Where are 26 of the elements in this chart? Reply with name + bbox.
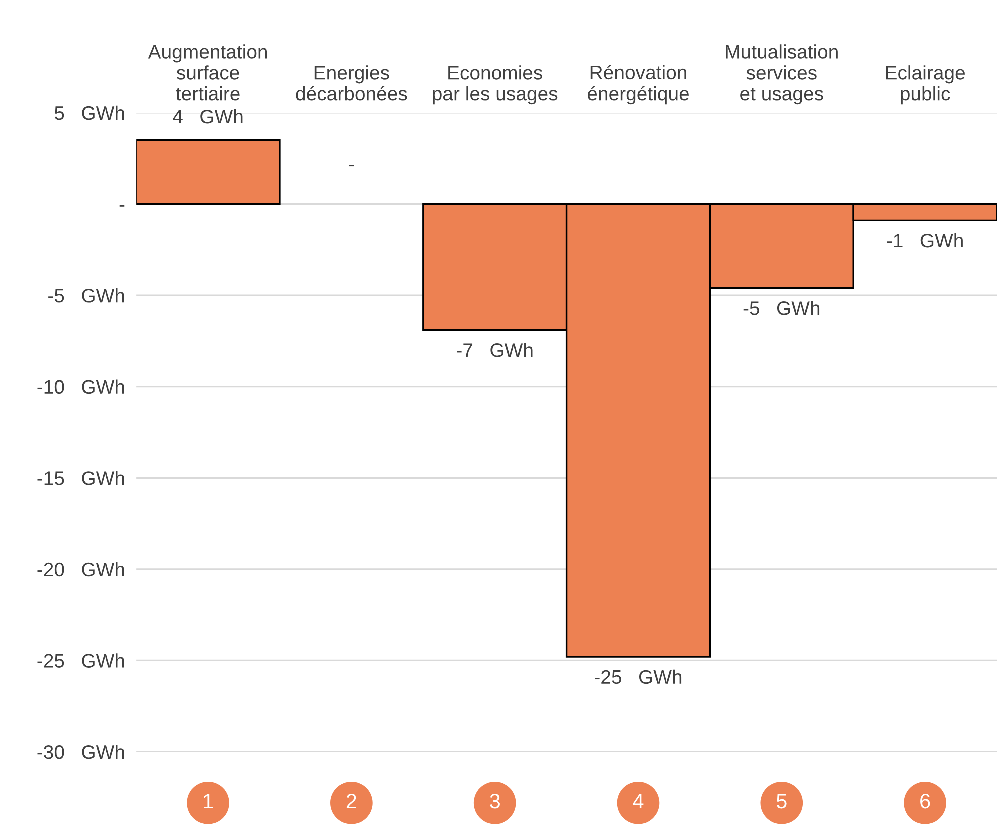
x-tick-label: Mutualisation services et usages xyxy=(726,44,838,105)
text: 5 xyxy=(776,794,787,809)
text: 1 xyxy=(204,794,214,808)
y-tick-label: -15 GWh xyxy=(38,471,124,486)
data-label: -1 GWh xyxy=(887,233,963,248)
data-label: -7 GWh xyxy=(457,343,533,358)
y-tick-label: -5 GWh xyxy=(48,288,124,303)
x-tick-label: Augmentation surface tertiaire xyxy=(148,44,268,101)
data-label: - xyxy=(349,165,354,167)
y-tick-label: -30 GWh xyxy=(38,744,124,760)
x-tick-label: Eclairage public xyxy=(886,66,965,105)
text: 2 xyxy=(346,794,356,808)
y-tick-label: - xyxy=(120,205,125,207)
y-tick-label: -10 GWh xyxy=(38,380,124,394)
y-tick-label: -25 GWh xyxy=(38,654,124,668)
x-tick-label: Energies décarbonées xyxy=(296,66,408,101)
data-label: 4 GWh xyxy=(173,109,243,124)
x-tick-label: Economies par les usages xyxy=(433,66,558,105)
text: 4 xyxy=(633,794,644,808)
data-label: -25 GWh xyxy=(595,670,682,684)
text: 6 xyxy=(920,794,930,809)
y-tick-label: 5 GWh xyxy=(54,106,124,120)
data-label: -5 GWh xyxy=(744,301,820,316)
x-tick-label: Rénovation énergétique xyxy=(588,65,689,105)
text: 3 xyxy=(490,794,500,809)
y-tick-label: -20 GWh xyxy=(38,562,124,577)
